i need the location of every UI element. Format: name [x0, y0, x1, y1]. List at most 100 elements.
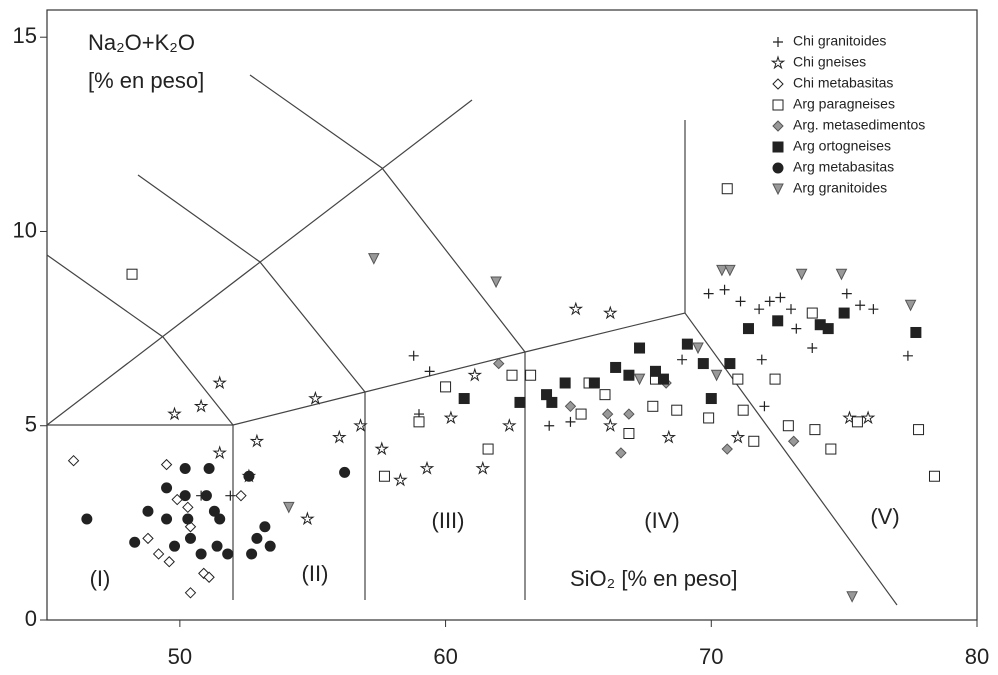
- point: [490, 276, 502, 289]
- y-axis-label: [% en peso]: [88, 68, 204, 93]
- point: [160, 458, 173, 471]
- point: [167, 406, 182, 421]
- legend-marker: [772, 183, 784, 196]
- point: [825, 443, 837, 455]
- point: [710, 369, 723, 382]
- legend-label: Arg. metasedimentos: [793, 117, 925, 133]
- point: [565, 416, 576, 427]
- x-tick-label: 80: [965, 644, 989, 669]
- point: [212, 375, 227, 390]
- point: [737, 404, 749, 416]
- point: [759, 401, 770, 412]
- point: [851, 416, 863, 428]
- point: [264, 540, 276, 552]
- point: [775, 292, 786, 303]
- x-tick-label: 70: [699, 644, 723, 669]
- point: [184, 587, 197, 599]
- point: [692, 342, 704, 355]
- point: [568, 301, 584, 316]
- legend-marker: [772, 162, 784, 174]
- point: [368, 253, 380, 265]
- legend-label: Chi granitoides: [793, 33, 886, 49]
- point: [732, 373, 744, 385]
- legend-marker: [773, 37, 783, 47]
- point: [791, 323, 802, 334]
- field-label: (I): [90, 566, 111, 591]
- point: [182, 513, 194, 525]
- point: [634, 342, 646, 354]
- point: [742, 323, 754, 335]
- point: [408, 350, 419, 361]
- point: [769, 373, 781, 385]
- point: [623, 428, 635, 440]
- point: [458, 393, 470, 405]
- point: [822, 323, 834, 335]
- point: [904, 299, 917, 312]
- point: [575, 408, 587, 420]
- point: [855, 300, 866, 311]
- point: [806, 307, 818, 319]
- legend-marker: [770, 55, 786, 70]
- point: [681, 338, 693, 350]
- point: [703, 412, 715, 424]
- point: [772, 315, 784, 327]
- point: [67, 454, 80, 467]
- point: [212, 445, 227, 460]
- legend-label: Arg granitoides: [793, 180, 887, 196]
- x-tick-label: 60: [433, 644, 457, 669]
- point: [838, 307, 850, 319]
- point: [564, 400, 577, 413]
- point: [282, 501, 295, 514]
- point: [482, 443, 494, 455]
- point: [671, 404, 683, 416]
- field-label: (III): [432, 508, 465, 533]
- y-tick-label: 15: [13, 23, 37, 48]
- point: [846, 591, 858, 603]
- point: [475, 460, 491, 475]
- point: [756, 354, 767, 365]
- point: [623, 369, 635, 381]
- point: [163, 556, 175, 568]
- point: [179, 490, 191, 502]
- y-tick-label: 0: [25, 606, 37, 631]
- point: [913, 424, 925, 436]
- point: [243, 470, 255, 482]
- point: [841, 288, 852, 299]
- point: [193, 398, 209, 413]
- point: [222, 548, 234, 560]
- point: [332, 429, 347, 444]
- point: [502, 418, 517, 432]
- point: [615, 447, 627, 459]
- point: [603, 418, 618, 432]
- point: [902, 350, 913, 361]
- point: [809, 424, 821, 436]
- point: [724, 264, 736, 277]
- point: [129, 536, 141, 548]
- x-axis-label: SiO₂ [% en peso]: [570, 566, 738, 591]
- point: [142, 505, 154, 517]
- point: [308, 390, 323, 405]
- point: [184, 532, 196, 544]
- point: [610, 361, 622, 373]
- point: [910, 326, 922, 338]
- point: [860, 410, 876, 425]
- point: [633, 373, 646, 386]
- y-tick-label: 10: [13, 217, 37, 242]
- point: [623, 408, 635, 420]
- point: [868, 304, 879, 315]
- point: [764, 296, 775, 307]
- point: [246, 548, 258, 560]
- legend-label: Chi metabasitas: [793, 75, 893, 91]
- point: [748, 435, 760, 447]
- point: [142, 532, 154, 545]
- legend-label: Arg paragneises: [793, 96, 895, 112]
- point: [378, 470, 390, 482]
- point: [374, 441, 390, 456]
- point: [161, 482, 173, 494]
- point: [657, 373, 669, 385]
- point: [152, 548, 165, 560]
- point: [251, 532, 263, 544]
- plot-frame: [46, 9, 978, 621]
- point: [413, 416, 425, 428]
- point: [588, 377, 600, 389]
